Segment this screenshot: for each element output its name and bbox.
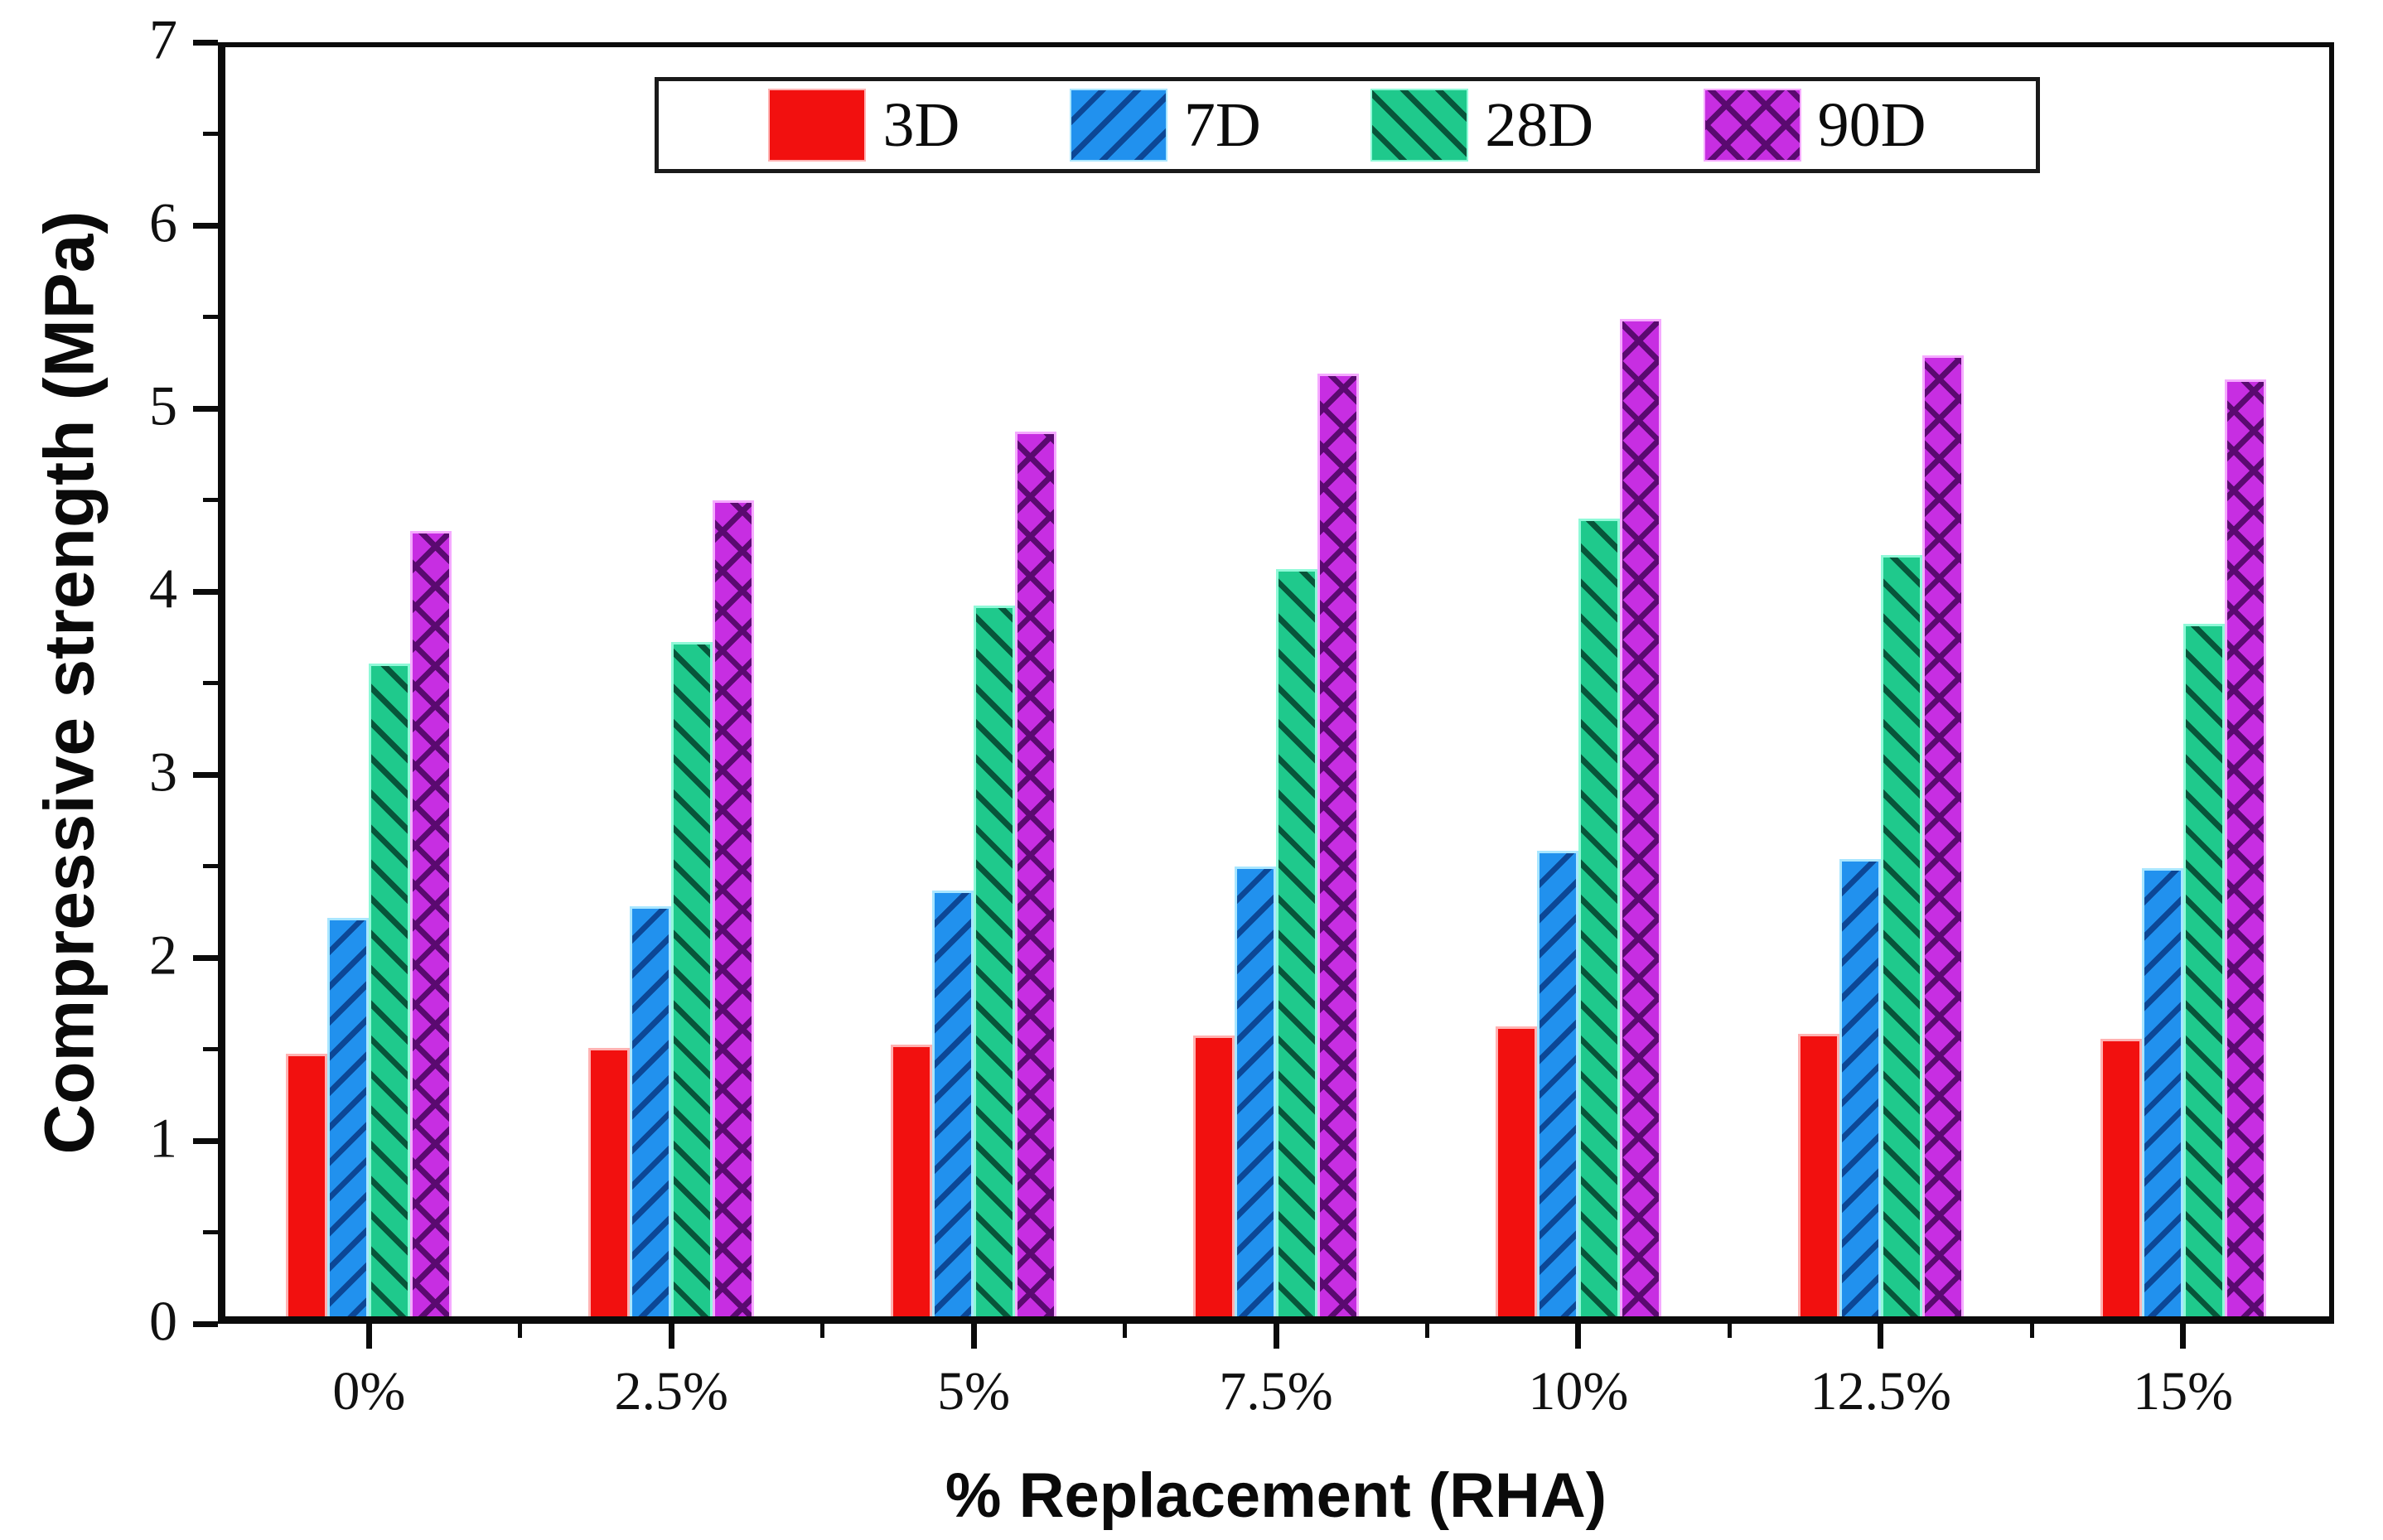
y-major-tick <box>193 39 218 46</box>
bar-28D-0% <box>369 664 411 1316</box>
legend-swatch-7d <box>1069 89 1167 162</box>
x-tick-label: 12.5% <box>1810 1361 1951 1422</box>
x-minor-tick <box>820 1324 825 1338</box>
bar-7D-15% <box>2141 868 2183 1316</box>
x-minor-tick <box>1424 1324 1429 1338</box>
bar-90D-12.5% <box>1921 355 1964 1316</box>
y-minor-tick <box>203 132 218 136</box>
y-tick-label: 2 <box>149 923 178 987</box>
legend-item-90d: 90D <box>1703 89 1926 162</box>
y-minor-tick <box>203 1230 218 1234</box>
x-major-tick <box>365 1324 372 1349</box>
x-minor-tick <box>1727 1324 1732 1338</box>
x-major-tick <box>1273 1324 1279 1349</box>
bar-7D-7.5% <box>1235 867 1276 1316</box>
bar-3D-10% <box>1495 1026 1537 1316</box>
y-tick-label: 7 <box>149 7 178 71</box>
legend-item-28d: 28D <box>1370 89 1593 162</box>
legend-swatch-3d <box>768 89 867 162</box>
bar-28D-10% <box>1578 519 1620 1316</box>
bar-3D-5% <box>891 1044 933 1316</box>
x-major-tick <box>970 1324 977 1349</box>
legend-label-3d: 3D <box>882 89 960 160</box>
bar-3D-12.5% <box>1797 1033 1839 1316</box>
x-tick-label: 15% <box>2133 1361 2234 1422</box>
bar-90D-7.5% <box>1317 373 1359 1316</box>
bar-90D-10% <box>1619 319 1661 1316</box>
bar-3D-7.5% <box>1193 1035 1235 1316</box>
legend-item-7d: 7D <box>1069 89 1261 162</box>
y-major-tick <box>193 588 218 595</box>
bar-28D-15% <box>2182 623 2225 1316</box>
x-minor-tick <box>1123 1324 1128 1338</box>
y-major-tick <box>193 405 218 412</box>
plot-area <box>218 42 2334 1324</box>
y-axis-title: Compressive strength (MPa) <box>30 210 109 1155</box>
legend-label-28d: 28D <box>1485 89 1594 160</box>
bar-3D-2.5% <box>588 1048 631 1316</box>
bar-28D-7.5% <box>1276 569 1317 1316</box>
legend-swatch-28d <box>1370 89 1469 162</box>
x-major-tick <box>1575 1324 1582 1349</box>
y-major-tick <box>193 954 218 961</box>
bar-28D-12.5% <box>1880 554 1922 1316</box>
legend-item-3d: 3D <box>768 89 959 162</box>
x-tick-label: 5% <box>937 1361 1011 1422</box>
bar-90D-15% <box>2224 379 2266 1316</box>
y-tick-label: 5 <box>149 374 178 437</box>
y-tick-label: 4 <box>149 557 178 620</box>
legend-swatch-90d <box>1703 89 1801 162</box>
bar-3D-15% <box>2100 1039 2142 1316</box>
y-minor-tick <box>203 1047 218 1051</box>
x-major-tick <box>2180 1324 2187 1349</box>
y-major-tick <box>193 771 218 778</box>
x-major-tick <box>1878 1324 1884 1349</box>
x-tick-label: 10% <box>1528 1361 1629 1422</box>
bar-28D-5% <box>974 606 1016 1316</box>
bar-3D-0% <box>286 1053 328 1316</box>
bar-7D-12.5% <box>1839 859 1881 1316</box>
x-axis-title: % Replacement (RHA) <box>945 1460 1607 1531</box>
y-minor-tick <box>203 498 218 502</box>
bar-7D-2.5% <box>630 906 672 1316</box>
y-minor-tick <box>203 681 218 685</box>
bar-90D-5% <box>1015 431 1057 1316</box>
x-tick-label: 7.5% <box>1219 1361 1333 1422</box>
bar-28D-2.5% <box>671 641 713 1316</box>
y-major-tick <box>193 222 218 229</box>
y-major-tick <box>193 1320 218 1327</box>
bar-7D-5% <box>932 890 974 1316</box>
x-major-tick <box>668 1324 674 1349</box>
y-minor-tick <box>203 315 218 319</box>
y-tick-label: 6 <box>149 191 178 254</box>
y-tick-label: 1 <box>149 1106 178 1170</box>
bar-90D-0% <box>410 531 452 1316</box>
y-tick-label: 0 <box>149 1289 178 1353</box>
y-major-tick <box>193 1137 218 1144</box>
x-minor-tick <box>518 1324 523 1338</box>
x-tick-label: 2.5% <box>614 1361 729 1422</box>
x-minor-tick <box>2029 1324 2034 1338</box>
y-minor-tick <box>203 864 218 868</box>
y-tick-label: 3 <box>149 740 178 804</box>
legend-label-90d: 90D <box>1817 89 1926 160</box>
x-tick-label: 0% <box>332 1361 406 1422</box>
bar-7D-10% <box>1536 850 1578 1316</box>
legend-label-7d: 7D <box>1183 89 1261 160</box>
legend: 3D 7D 28D 90D <box>655 77 2040 173</box>
bar-7D-0% <box>327 917 370 1316</box>
bar-90D-2.5% <box>713 500 755 1316</box>
